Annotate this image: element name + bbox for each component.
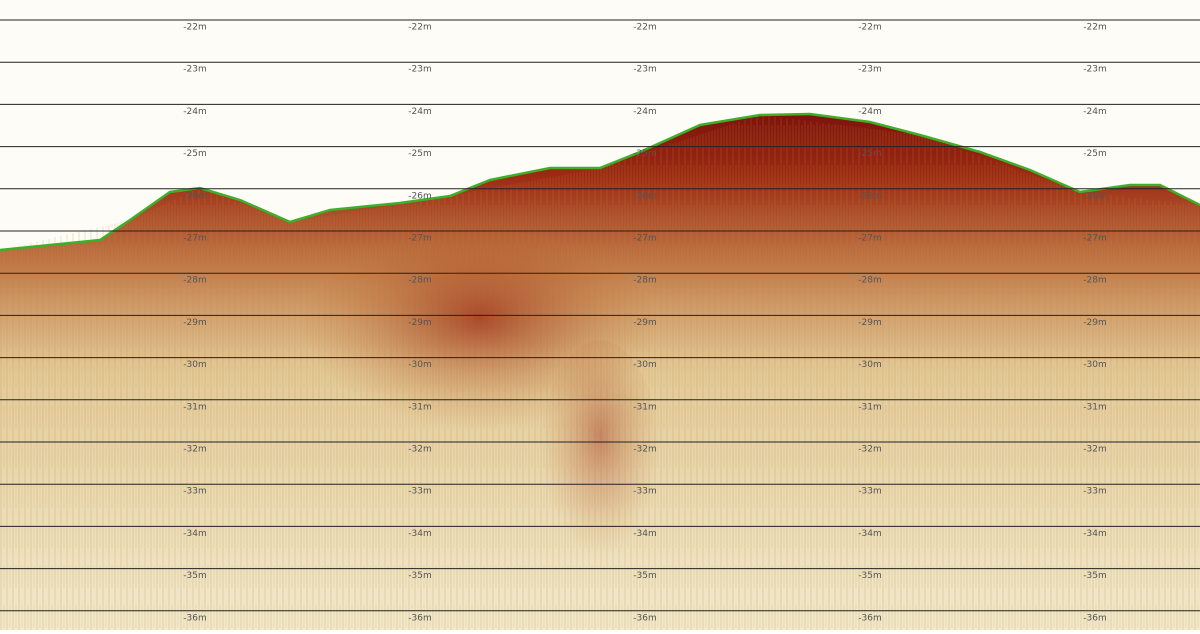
depth-label: -33m <box>858 487 881 497</box>
depth-label: -24m <box>858 107 881 117</box>
depth-label: -32m <box>183 445 206 455</box>
depth-label: -29m <box>858 318 881 328</box>
depth-label: -30m <box>408 360 431 370</box>
depth-label: -34m <box>183 529 206 539</box>
depth-label: -28m <box>183 276 206 286</box>
depth-label: -25m <box>183 149 206 159</box>
depth-label: -36m <box>1083 613 1106 623</box>
seabed-line <box>0 112 1200 252</box>
depth-label: -26m <box>633 191 656 201</box>
depth-label: -22m <box>633 23 656 33</box>
depth-label: -26m <box>408 191 431 201</box>
reflector <box>540 340 660 580</box>
depth-label: -23m <box>633 65 656 75</box>
depth-label: -28m <box>633 276 656 286</box>
depth-label: -35m <box>633 571 656 581</box>
depth-label: -33m <box>633 487 656 497</box>
depth-label: -34m <box>1083 529 1106 539</box>
depth-label: -32m <box>1083 445 1106 455</box>
depth-label: -33m <box>183 487 206 497</box>
depth-label: -26m <box>858 191 881 201</box>
depth-label: -24m <box>1083 107 1106 117</box>
depth-label: -29m <box>408 318 431 328</box>
depth-label: -25m <box>633 149 656 159</box>
depth-label: -34m <box>633 529 656 539</box>
depth-label: -31m <box>633 402 656 412</box>
depth-label: -27m <box>633 234 656 244</box>
depth-label: -31m <box>183 402 206 412</box>
depth-label: -24m <box>183 107 206 117</box>
depth-label: -30m <box>633 360 656 370</box>
depth-label: -34m <box>408 529 431 539</box>
depth-label: -22m <box>858 23 881 33</box>
depth-label: -27m <box>183 234 206 244</box>
depth-label: -36m <box>633 613 656 623</box>
depth-label: -25m <box>408 149 431 159</box>
depth-label: -32m <box>408 445 431 455</box>
depth-label: -23m <box>1083 65 1106 75</box>
depth-grid: -22m -22m -22m -22m -22m -23m -23m -23m -23m -23m… <box>0 19 1200 623</box>
depth-label: -36m <box>183 613 206 623</box>
depth-label: -27m <box>408 234 431 244</box>
depth-label: -31m <box>408 402 431 412</box>
depth-label: -36m <box>408 613 431 623</box>
depth-label: -32m <box>633 445 656 455</box>
depth-label: -22m <box>183 23 206 33</box>
depth-label: -26m <box>1083 191 1106 201</box>
depth-label: -33m <box>408 487 431 497</box>
depth-label: -23m <box>408 65 431 75</box>
depth-label: -29m <box>1083 318 1106 328</box>
depth-label: -35m <box>408 571 431 581</box>
depth-label: -25m <box>1083 149 1106 159</box>
depth-label: -24m <box>633 107 656 117</box>
depth-label: -35m <box>1083 571 1106 581</box>
depth-label: -24m <box>408 107 431 117</box>
depth-label: -27m <box>1083 234 1106 244</box>
depth-label: -22m <box>1083 23 1106 33</box>
depth-label: -31m <box>858 402 881 412</box>
depth-label: -23m <box>183 65 206 75</box>
depth-label: -30m <box>183 360 206 370</box>
depth-label: -27m <box>858 234 881 244</box>
depth-label: -35m <box>858 571 881 581</box>
depth-label: -23m <box>858 65 881 75</box>
depth-label: -31m <box>1083 402 1106 412</box>
depth-label: -33m <box>1083 487 1106 497</box>
depth-label: -30m <box>858 360 881 370</box>
depth-label: -32m <box>858 445 881 455</box>
depth-label: -29m <box>633 318 656 328</box>
depth-label: -25m <box>858 149 881 159</box>
depth-label: -36m <box>858 613 881 623</box>
depth-label: -26m <box>183 191 206 201</box>
depth-label: -34m <box>858 529 881 539</box>
depth-label: -22m <box>408 23 431 33</box>
depth-label: -28m <box>858 276 881 286</box>
depth-label: -35m <box>183 571 206 581</box>
depth-label: -28m <box>408 276 431 286</box>
depth-label: -29m <box>183 318 206 328</box>
depth-label: -28m <box>1083 276 1106 286</box>
depth-label: -30m <box>1083 360 1106 370</box>
